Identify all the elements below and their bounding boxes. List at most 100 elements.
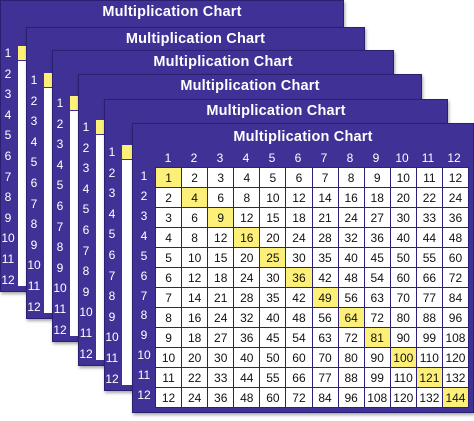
column-header: 5 xyxy=(268,151,276,165)
side-row-number: 3 xyxy=(4,87,12,102)
row-header: 4 xyxy=(140,228,148,243)
side-row-numbers: 1 2 3 4 5 6 7 8 9 10 11 12 xyxy=(1,43,15,290)
product-cell: 16 xyxy=(182,308,208,327)
side-row-number: 2 xyxy=(56,116,64,131)
side-row-number: 5 xyxy=(108,227,116,242)
product-cell: 56 xyxy=(338,288,364,307)
product-cell: 4 xyxy=(156,228,182,247)
product-cell: 50 xyxy=(260,348,286,367)
product-cell: 28 xyxy=(312,228,338,247)
side-row-number: 2 xyxy=(30,93,38,108)
side-row-number: 9 xyxy=(30,237,38,252)
side-row-number: 12 xyxy=(53,322,67,337)
product-cell: 72 xyxy=(442,268,468,287)
product-cell: 40 xyxy=(260,308,286,327)
product-cell: 36 xyxy=(208,388,234,407)
product-cell: 108 xyxy=(364,388,390,407)
side-row-number: 6 xyxy=(108,247,116,262)
side-cell-strip xyxy=(44,88,54,313)
product-cell: 11 xyxy=(156,368,182,387)
side-row-number: 7 xyxy=(82,243,90,258)
square-cell: 49 xyxy=(312,288,338,307)
row-header: 11 xyxy=(137,368,151,383)
product-cell: 35 xyxy=(312,248,338,267)
product-cell: 6 xyxy=(208,188,234,207)
side-row-number: 11 xyxy=(53,301,67,316)
side-row-number: 12 xyxy=(79,346,93,361)
side-cell-strip xyxy=(122,160,132,385)
side-row-number: 11 xyxy=(79,325,93,340)
side-row-number: 6 xyxy=(4,148,12,163)
product-cell: 132 xyxy=(416,388,442,407)
row-header: 2 xyxy=(140,188,148,203)
product-cell: 30 xyxy=(390,208,416,227)
product-cell: 56 xyxy=(312,308,338,327)
side-row-number: 9 xyxy=(82,284,90,299)
product-cell: 55 xyxy=(416,248,442,267)
product-cell: 20 xyxy=(234,248,260,267)
side-highlight xyxy=(122,145,132,159)
side-row-number: 6 xyxy=(56,198,64,213)
product-cell: 88 xyxy=(416,308,442,327)
product-cell: 12 xyxy=(442,168,468,187)
side-row-number: 8 xyxy=(4,190,12,205)
product-cell: 10 xyxy=(260,188,286,207)
product-cell: 54 xyxy=(364,268,390,287)
product-cell: 6 xyxy=(156,268,182,287)
product-cell: 21 xyxy=(312,208,338,227)
side-row-number: 4 xyxy=(108,206,116,221)
side-row-number: 11 xyxy=(27,278,41,293)
sheet-title: Multiplication Chart xyxy=(180,78,320,94)
product-cell: 24 xyxy=(182,388,208,407)
product-cell: 70 xyxy=(312,348,338,367)
row-header: 5 xyxy=(140,248,148,263)
side-row-number: 10 xyxy=(53,281,67,296)
side-row-number: 7 xyxy=(4,169,12,184)
side-highlight xyxy=(44,73,54,87)
product-cell: 18 xyxy=(182,328,208,347)
side-row-number: 8 xyxy=(56,240,64,255)
product-cell: 20 xyxy=(260,228,286,247)
product-cell: 22 xyxy=(416,188,442,207)
side-row-number: 12 xyxy=(1,272,15,287)
side-row-number: 5 xyxy=(30,155,38,170)
side-row-number: 7 xyxy=(56,219,64,234)
product-cell: 12 xyxy=(182,268,208,287)
product-cell: 8 xyxy=(182,228,208,247)
side-row-number: 7 xyxy=(108,268,116,283)
side-row-number: 5 xyxy=(4,128,12,143)
sheet-title: Multiplication Chart xyxy=(125,31,266,47)
product-cell: 9 xyxy=(364,168,390,187)
product-cell: 84 xyxy=(312,388,338,407)
product-cell: 10 xyxy=(182,248,208,267)
product-cell: 32 xyxy=(234,308,260,327)
product-cell: 18 xyxy=(286,208,312,227)
square-cell: 1 xyxy=(156,168,182,187)
product-cell: 66 xyxy=(416,268,442,287)
side-row-numbers: 1 2 3 4 5 6 7 8 9 10 11 12 xyxy=(79,117,93,364)
product-cell: 42 xyxy=(312,268,338,287)
product-cell: 35 xyxy=(260,288,286,307)
product-cell: 72 xyxy=(364,308,390,327)
row-header: 10 xyxy=(137,348,151,363)
side-row-number: 4 xyxy=(4,107,12,122)
column-header: 12 xyxy=(447,151,461,165)
row-header: 12 xyxy=(137,388,151,403)
product-cell: 10 xyxy=(390,168,416,187)
product-cell: 40 xyxy=(390,228,416,247)
sheet-title: Multiplication Chart xyxy=(233,129,373,145)
product-cell: 72 xyxy=(286,388,312,407)
side-row-number: 5 xyxy=(82,202,90,217)
product-cell: 50 xyxy=(390,248,416,267)
product-cell: 84 xyxy=(442,288,468,307)
row-header: 1 xyxy=(140,169,148,183)
side-highlight xyxy=(70,96,80,110)
row-header: 6 xyxy=(140,268,148,283)
side-row-number: 6 xyxy=(30,175,38,190)
product-cell: 12 xyxy=(234,208,260,227)
side-row-number: 12 xyxy=(27,299,41,314)
row-header: 9 xyxy=(140,328,148,343)
product-cell: 70 xyxy=(390,288,416,307)
product-cell: 18 xyxy=(364,188,390,207)
